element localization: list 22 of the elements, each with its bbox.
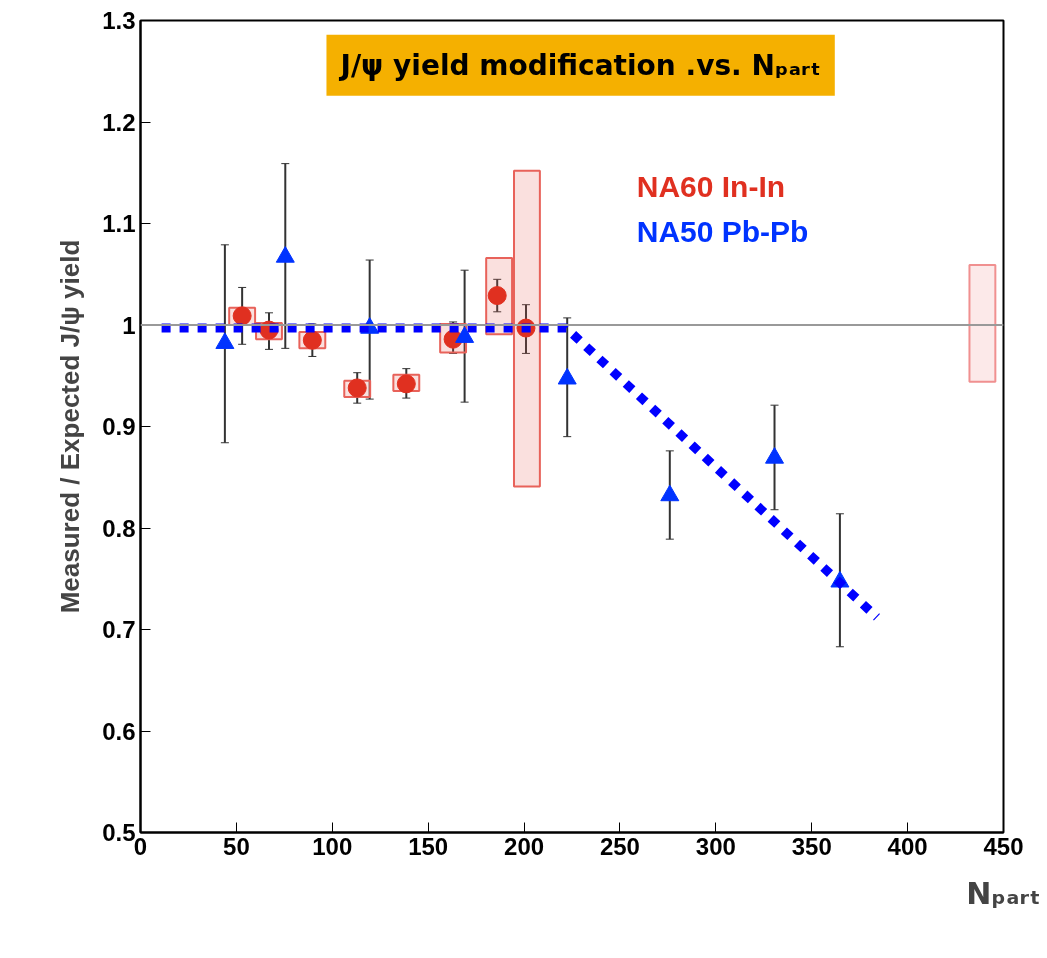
x-tick-label: 250 — [599, 832, 640, 860]
text: J/ψ yield modification .vs. Nₚₐᵣₜ — [338, 48, 821, 82]
y-tick-label: 0.7 — [102, 616, 136, 643]
y-tick-label: 1 — [122, 311, 136, 339]
text: NA50 Pb-Pb — [636, 214, 809, 248]
x-axis-title: Nₚₐᵣₜ — [966, 875, 1041, 911]
x-tick-label: 50 — [223, 832, 250, 860]
x-tick-label: 350 — [791, 832, 832, 860]
x-tick-label: 200 — [504, 832, 545, 860]
x-tick-label: 100 — [312, 832, 353, 860]
y-tick-label: 1.3 — [102, 7, 136, 34]
x-tick-label: 300 — [695, 832, 736, 860]
x-tick-label: 400 — [887, 832, 928, 860]
x-tick-label: 150 — [408, 832, 449, 860]
y-tick-label: 0.6 — [102, 717, 136, 745]
y-tick-label: 1.2 — [102, 108, 136, 136]
y-tick-label: 0.8 — [102, 514, 136, 542]
y-axis-title: Measured / Expected J/ψ yield — [55, 239, 86, 614]
x-tick-label: 450 — [983, 832, 1024, 860]
text: NA60 In-In — [636, 170, 786, 204]
y-tick-label: 0.9 — [102, 413, 136, 440]
y-tick-label: 1.1 — [102, 210, 136, 237]
